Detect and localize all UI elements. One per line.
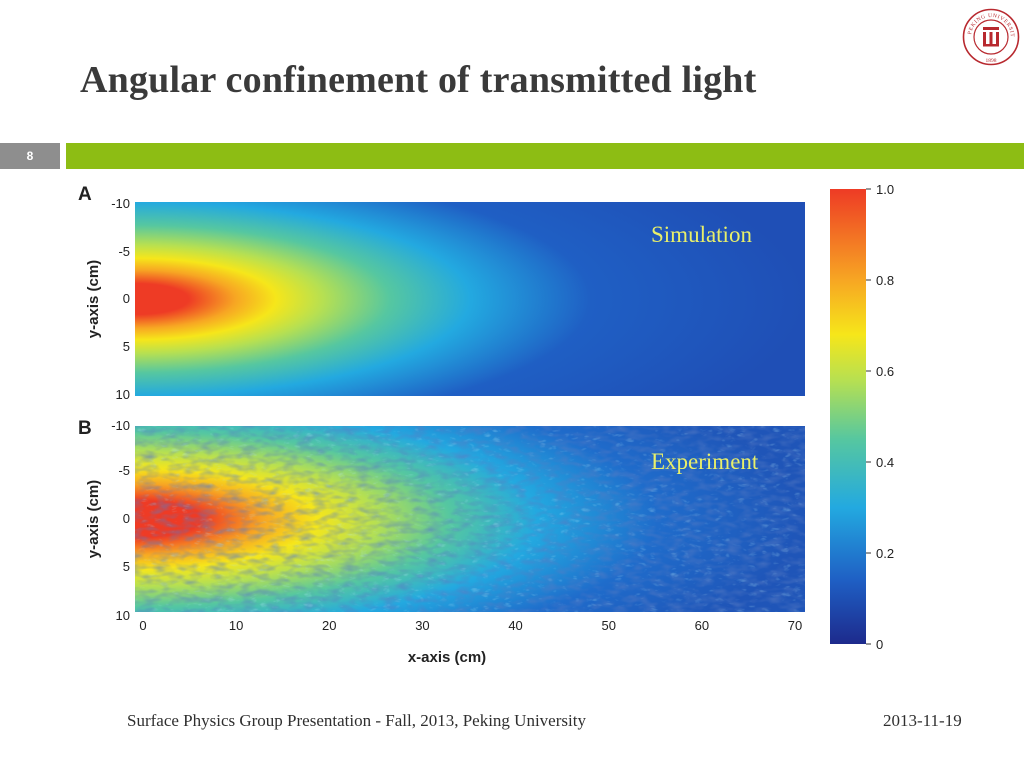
x-tick-label: 40 <box>508 618 522 633</box>
panel-a-ytick: 5 <box>123 339 130 354</box>
logo-year: 1898 <box>986 58 997 64</box>
colorbar-tick-label: 1.0 <box>876 182 894 197</box>
x-tick-label: 20 <box>322 618 336 633</box>
x-tick-label: 70 <box>788 618 802 633</box>
panel-a-ytick: -10 <box>111 196 130 211</box>
panel-a-ytick: -5 <box>118 244 130 259</box>
panel-b-overlay-label: Experiment <box>651 449 759 474</box>
heatmap-figure: A Simulation -10 -5 0 5 10 y-axis (cm) B… <box>70 178 970 678</box>
panel-b-yticks: -10 -5 0 5 10 <box>111 418 130 623</box>
footer-presentation: Surface Physics Group Presentation - Fal… <box>127 711 586 730</box>
panel-b-ytick: 10 <box>116 608 130 623</box>
slide-title: Angular confinement of transmitted light <box>80 59 757 101</box>
panel-a-ytick: 10 <box>116 387 130 402</box>
slide-number: 8 <box>0 143 60 169</box>
colorbar-tick-label: 0.8 <box>876 273 894 288</box>
colorbar-tick-label: 0.6 <box>876 364 894 379</box>
university-logo: PEKING UNIVERSITY 1898 <box>962 8 1020 66</box>
heatmap-svg: A Simulation -10 -5 0 5 10 y-axis (cm) B… <box>78 182 894 666</box>
panel-a: A Simulation -10 -5 0 5 10 y-axis (cm) <box>78 184 805 402</box>
x-tick-label: 0 <box>139 618 146 633</box>
panel-b-ytick: 0 <box>123 511 130 526</box>
x-tick-label: 50 <box>601 618 615 633</box>
footer-date: 2013-11-19 <box>883 711 962 730</box>
panel-a-yticks: -10 -5 0 5 10 <box>111 196 130 402</box>
panel-a-ylabel: y-axis (cm) <box>85 260 102 338</box>
panel-b-letter: B <box>78 418 92 439</box>
panel-b-ylabel: y-axis (cm) <box>85 480 102 558</box>
colorbar-tick-label: 0 <box>876 637 883 652</box>
panel-b-speckle-dark <box>135 426 805 612</box>
accent-bar <box>66 143 1024 169</box>
panel-a-overlay-label: Simulation <box>651 222 752 247</box>
panel-b-ytick: 5 <box>123 559 130 574</box>
colorbar: 1.0 0.8 0.6 0.4 0.2 0 <box>830 182 894 652</box>
panel-b-ytick: -10 <box>111 418 130 433</box>
colorbar-tick-label: 0.4 <box>876 455 894 470</box>
x-tick-label: 60 <box>695 618 709 633</box>
panel-b: B Experiment -10 -5 0 5 10 y-axis (cm) <box>78 418 805 623</box>
panel-a-letter: A <box>78 184 92 205</box>
panel-a-ytick: 0 <box>123 291 130 306</box>
x-tick-label: 30 <box>415 618 429 633</box>
panel-b-ytick: -5 <box>118 463 130 478</box>
x-axis-label: x-axis (cm) <box>408 649 486 666</box>
x-axis-ticks: 0 10 20 30 40 50 60 70 <box>139 618 802 633</box>
colorbar-ticks: 1.0 0.8 0.6 0.4 0.2 0 <box>866 182 894 652</box>
x-tick-label: 10 <box>229 618 243 633</box>
colorbar-tick-label: 0.2 <box>876 546 894 561</box>
colorbar-gradient <box>830 189 866 644</box>
panel-a-heatmap <box>135 202 805 396</box>
